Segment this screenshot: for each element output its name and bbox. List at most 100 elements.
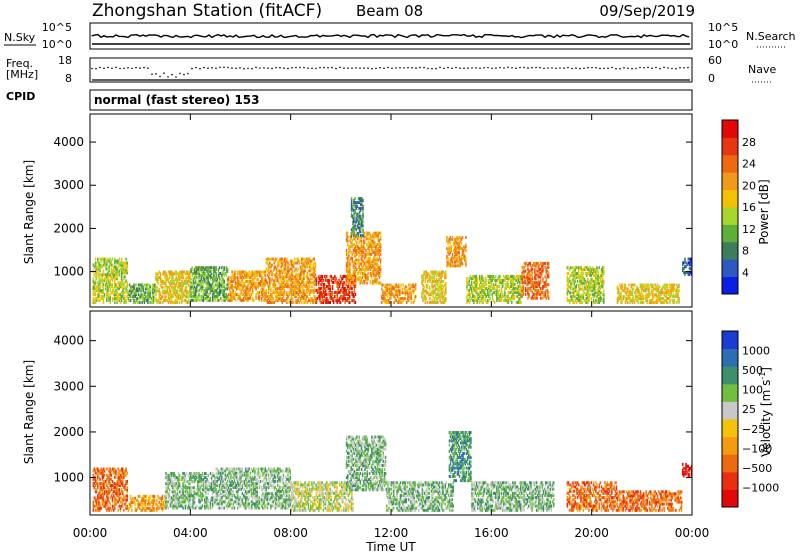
y-tick-label: 4000 <box>53 135 84 149</box>
echo-cell <box>100 263 102 267</box>
echo-cell <box>279 293 281 297</box>
echo-cell <box>362 243 365 247</box>
echo-cell <box>466 284 468 288</box>
echo-cell <box>245 296 247 300</box>
echo-cell <box>476 298 479 302</box>
echo-cell <box>194 273 197 277</box>
echo-cell <box>581 281 583 285</box>
echo-cell <box>534 294 536 298</box>
echo-cell <box>361 260 364 264</box>
echo-cell <box>106 275 108 279</box>
echo-cell <box>377 247 380 251</box>
echo-cell <box>217 291 220 295</box>
echo-cell <box>598 283 601 287</box>
echo-cell <box>164 270 166 274</box>
echo-cell <box>633 300 636 304</box>
echo-cell <box>302 265 304 269</box>
echo-cell <box>600 279 603 283</box>
echo-cell <box>404 297 407 301</box>
echo-cell <box>665 293 668 297</box>
echo-cell <box>121 279 124 283</box>
echo-cell <box>222 277 224 281</box>
echo-cell <box>532 281 535 285</box>
echo-cell <box>535 277 537 281</box>
echo-cell <box>546 288 549 292</box>
echo-cell <box>484 286 487 290</box>
echo-cell <box>134 283 137 287</box>
echo-cell <box>661 300 663 304</box>
echo-cell <box>261 278 263 282</box>
echo-cell <box>624 300 627 304</box>
echo-cell <box>345 231 348 235</box>
echo-cell <box>355 212 357 216</box>
echo-cell <box>426 276 429 280</box>
echo-cell <box>107 271 109 275</box>
echo-cell <box>570 285 572 289</box>
echo-cell <box>492 298 495 302</box>
echo-cell <box>124 261 126 265</box>
echo-cell <box>545 277 548 281</box>
echo-cell <box>99 285 101 289</box>
echo-cell <box>137 287 140 291</box>
echo-cell <box>585 300 588 304</box>
echo-cell <box>327 298 329 302</box>
echo-cell <box>92 300 95 304</box>
cpid-label: CPID <box>6 90 35 103</box>
echo-cell <box>628 291 630 295</box>
echo-cell <box>429 287 431 291</box>
echo-cell <box>94 263 97 267</box>
echo-cell <box>299 283 302 287</box>
echo-cell <box>591 283 594 287</box>
echo-cell <box>313 283 315 287</box>
echo-cell <box>189 280 191 284</box>
echo-cell <box>660 291 662 295</box>
echo-cell <box>265 281 268 285</box>
echo-cell <box>593 283 596 287</box>
nave-dot <box>575 67 577 69</box>
echo-cell <box>591 279 594 283</box>
echo-cell <box>177 274 180 278</box>
echo-cell <box>209 296 212 300</box>
echo-cell <box>290 300 293 304</box>
nave-dot <box>291 66 293 69</box>
echo-cell <box>465 256 467 260</box>
echo-cell <box>316 290 319 294</box>
echo-cell <box>547 273 550 277</box>
echo-cell <box>460 260 463 264</box>
echo-cell <box>631 299 634 303</box>
echo-cell <box>397 299 400 303</box>
echo-cell <box>201 279 204 283</box>
echo-cell <box>200 277 203 281</box>
echo-cell <box>255 274 257 278</box>
echo-cell <box>599 279 602 283</box>
echo-cell <box>439 283 441 287</box>
echo-cell <box>660 289 662 293</box>
echo-cell <box>227 276 230 280</box>
echo-cell <box>382 291 384 295</box>
echo-cell <box>357 237 359 241</box>
echo-cell <box>246 295 248 299</box>
echo-cell <box>377 270 380 274</box>
echo-cell <box>101 289 104 293</box>
echo-cell <box>478 286 481 290</box>
echo-cell <box>486 288 489 292</box>
echo-cell <box>653 295 655 299</box>
echo-region <box>521 261 550 300</box>
echo-cell <box>300 300 303 304</box>
echo-cell <box>287 269 289 273</box>
echo-cell <box>631 291 634 295</box>
echo-cell <box>269 265 271 269</box>
echo-cell <box>111 273 114 277</box>
echo-cell <box>94 300 97 304</box>
echo-cell <box>269 285 271 289</box>
echo-cell <box>672 289 675 293</box>
echo-cell <box>468 290 471 294</box>
echo-cell <box>292 275 295 279</box>
echo-cell <box>476 278 479 282</box>
echo-cell <box>279 283 281 287</box>
echo-cell <box>120 257 123 261</box>
echo-cell <box>102 289 105 293</box>
echo-cell <box>352 298 354 302</box>
echo-cell <box>311 267 313 271</box>
echo-cell <box>369 237 372 241</box>
